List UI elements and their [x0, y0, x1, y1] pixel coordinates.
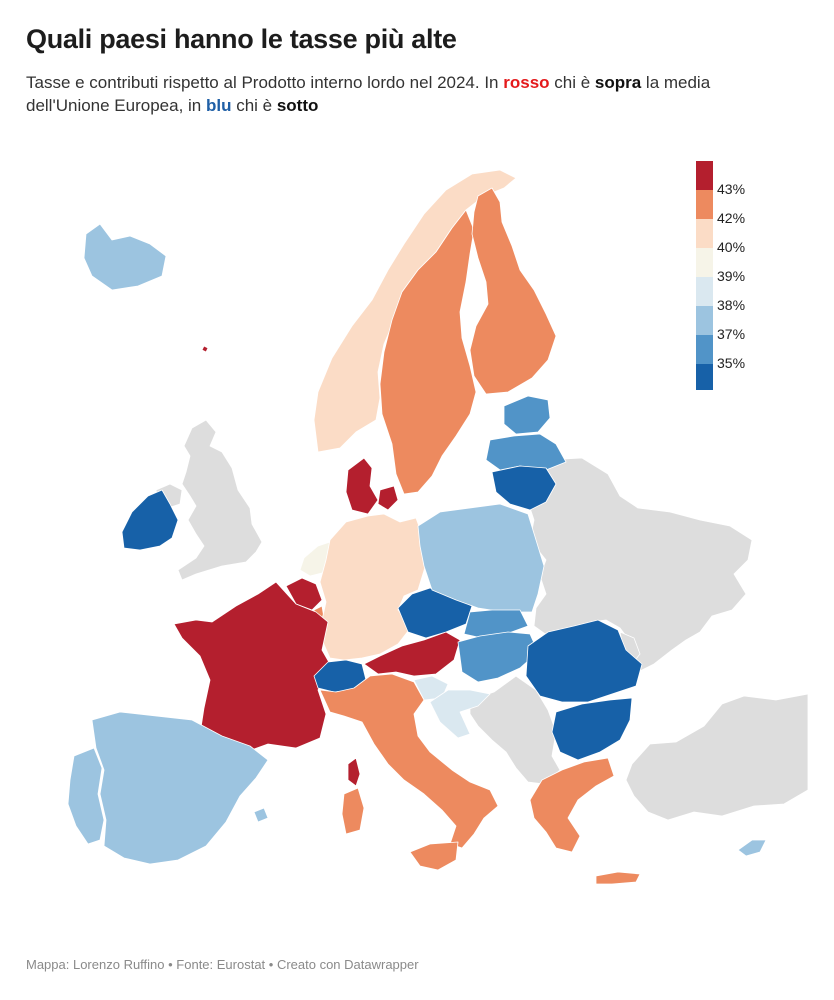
- legend-tick-38: 38%: [717, 297, 746, 313]
- country-balearics[interactable]: [253, 807, 269, 823]
- legend-swatch-8: [696, 364, 713, 390]
- country-greece[interactable]: [529, 757, 615, 853]
- country-spain[interactable]: [91, 711, 269, 865]
- country-sicily[interactable]: [409, 841, 459, 871]
- legend-swatch-4: [696, 248, 713, 277]
- country-croatia[interactable]: [429, 689, 491, 739]
- legend-swatch-2: [696, 190, 713, 219]
- country-romania[interactable]: [525, 619, 643, 703]
- country-denmark-islands[interactable]: [377, 485, 399, 511]
- country-cyprus[interactable]: [737, 839, 767, 857]
- legend-tick-43: 43%: [717, 181, 746, 197]
- country-sweden[interactable]: [379, 209, 477, 495]
- legend-swatch-6: [696, 306, 713, 335]
- subtitle-text-4: chi è: [231, 96, 277, 115]
- country-united-kingdom[interactable]: [177, 419, 263, 581]
- country-austria[interactable]: [363, 631, 461, 677]
- subtitle-blue-word: blu: [205, 96, 232, 115]
- country-latvia[interactable]: [485, 433, 567, 471]
- subtitle-red-word: rosso: [503, 73, 550, 92]
- non-eu-countries: [155, 419, 809, 821]
- country-france[interactable]: [173, 581, 331, 753]
- subtitle-text-1: Tasse e contributi rispetto al Prodotto …: [26, 73, 504, 92]
- country-italy[interactable]: [319, 673, 499, 849]
- subtitle-below-word: sotto: [276, 96, 319, 115]
- legend-tick-40: 40%: [717, 239, 746, 255]
- country-malta[interactable]: [201, 345, 209, 353]
- legend-tick-35: 35%: [717, 355, 746, 371]
- country-finland[interactable]: [469, 187, 557, 395]
- map-subtitle: Tasse e contributi rispetto al Prodotto …: [26, 71, 796, 117]
- country-lithuania[interactable]: [491, 465, 557, 511]
- country-slovakia[interactable]: [463, 609, 529, 639]
- subtitle-text-3: la media dell'Unione Europea, in: [26, 73, 711, 115]
- country-estonia[interactable]: [503, 395, 551, 435]
- legend-tick-37: 37%: [717, 326, 746, 342]
- country-sardinia[interactable]: [341, 787, 365, 835]
- country-denmark[interactable]: [345, 457, 379, 515]
- country-germany[interactable]: [319, 513, 427, 661]
- subtitle-above-word: sopra: [594, 73, 642, 92]
- legend-swatch-5: [696, 277, 713, 306]
- subtitle-text-2: chi è: [549, 73, 595, 92]
- country-crete[interactable]: [595, 871, 641, 885]
- legend-swatch-1: [696, 161, 713, 190]
- country-portugal[interactable]: [67, 747, 105, 845]
- map-title: Quali paesi hanno le tasse più alte: [26, 24, 457, 54]
- legend-swatch-3: [696, 219, 713, 248]
- legend-tick-39: 39%: [717, 268, 746, 284]
- country-poland[interactable]: [417, 503, 545, 613]
- legend-tick-42: 42%: [717, 210, 746, 226]
- country-bulgaria[interactable]: [551, 697, 633, 761]
- source-footer: Mappa: Lorenzo Ruffino • Fonte: Eurostat…: [26, 957, 419, 972]
- country-corsica[interactable]: [347, 757, 361, 787]
- country-ireland[interactable]: [121, 489, 179, 551]
- country-iceland[interactable]: [83, 223, 167, 291]
- country-turkey[interactable]: [625, 693, 809, 821]
- legend-swatch-7: [696, 335, 713, 364]
